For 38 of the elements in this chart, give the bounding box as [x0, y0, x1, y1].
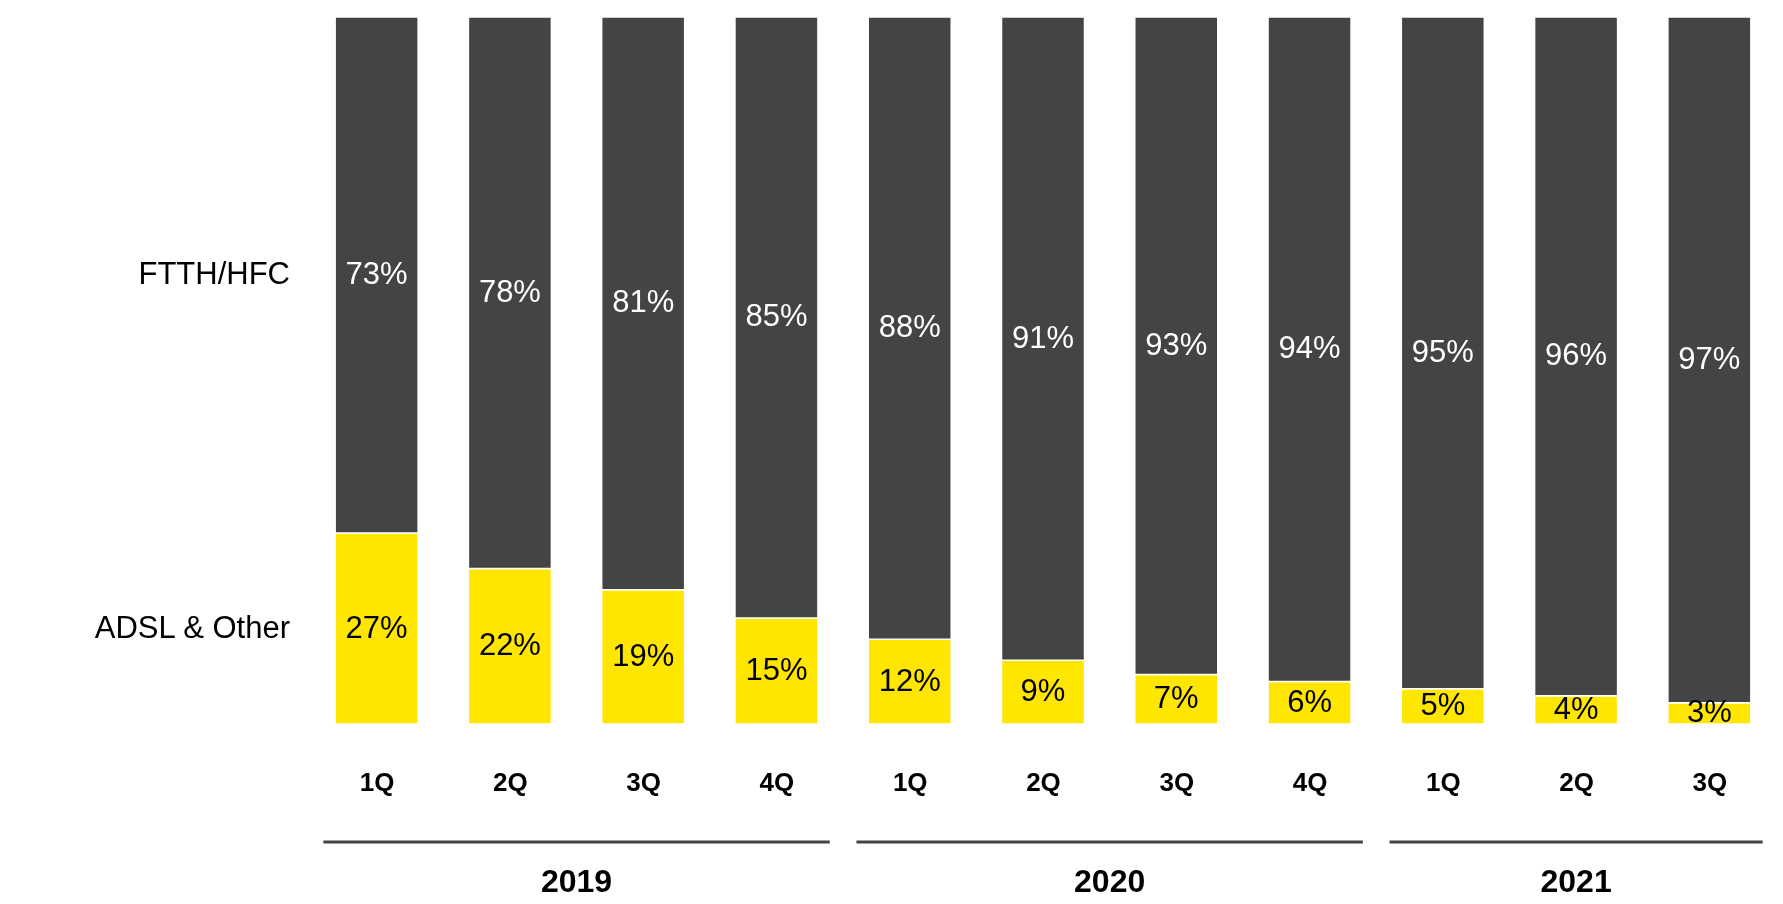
x-tick-label: 1Q	[892, 766, 928, 797]
data-label: 5%	[1420, 687, 1466, 723]
data-label: 88%	[878, 309, 941, 345]
x-tick-label: 4Q	[1292, 766, 1328, 797]
x-tick-label: 2Q	[493, 766, 528, 797]
data-label: 7%	[1153, 680, 1199, 716]
data-label: 22%	[478, 627, 541, 663]
x-tick-label: 3Q	[626, 766, 662, 797]
data-label: 9%	[1020, 673, 1066, 709]
data-label: 85%	[745, 298, 808, 334]
data-label: 78%	[478, 273, 541, 309]
text: 2021	[1540, 863, 1612, 899]
x-tick-label: 1Q	[359, 766, 395, 797]
data-label: 27%	[345, 609, 408, 645]
data-label: 94%	[1278, 330, 1341, 366]
x-tick-label: 2Q	[1026, 766, 1061, 797]
data-label: 91%	[1011, 319, 1075, 355]
x-tick-label: 1Q	[1425, 766, 1461, 797]
data-label: 12%	[878, 662, 941, 698]
data-label: 95%	[1411, 333, 1474, 369]
text: 2020	[1074, 863, 1146, 899]
series-label: FTTH/HFC	[138, 256, 290, 292]
data-label: 6%	[1287, 683, 1332, 719]
series-label: ADSL & Other	[94, 609, 290, 645]
data-label: 97%	[1678, 340, 1741, 376]
data-label: 73%	[345, 256, 408, 292]
text: 2019	[540, 863, 613, 899]
data-label: 81%	[612, 284, 675, 320]
x-tick-label: 3Q	[1692, 766, 1728, 797]
data-label: 93%	[1145, 326, 1208, 362]
data-label: 4%	[1553, 690, 1599, 726]
data-label: 15%	[745, 651, 808, 687]
data-label: 96%	[1545, 337, 1608, 373]
data-label: 19%	[612, 637, 675, 673]
x-tick-label: 3Q	[1159, 766, 1195, 797]
data-label: 3%	[1686, 694, 1732, 730]
x-tick-label: 2Q	[1559, 766, 1594, 797]
x-tick-label: 4Q	[759, 766, 795, 797]
